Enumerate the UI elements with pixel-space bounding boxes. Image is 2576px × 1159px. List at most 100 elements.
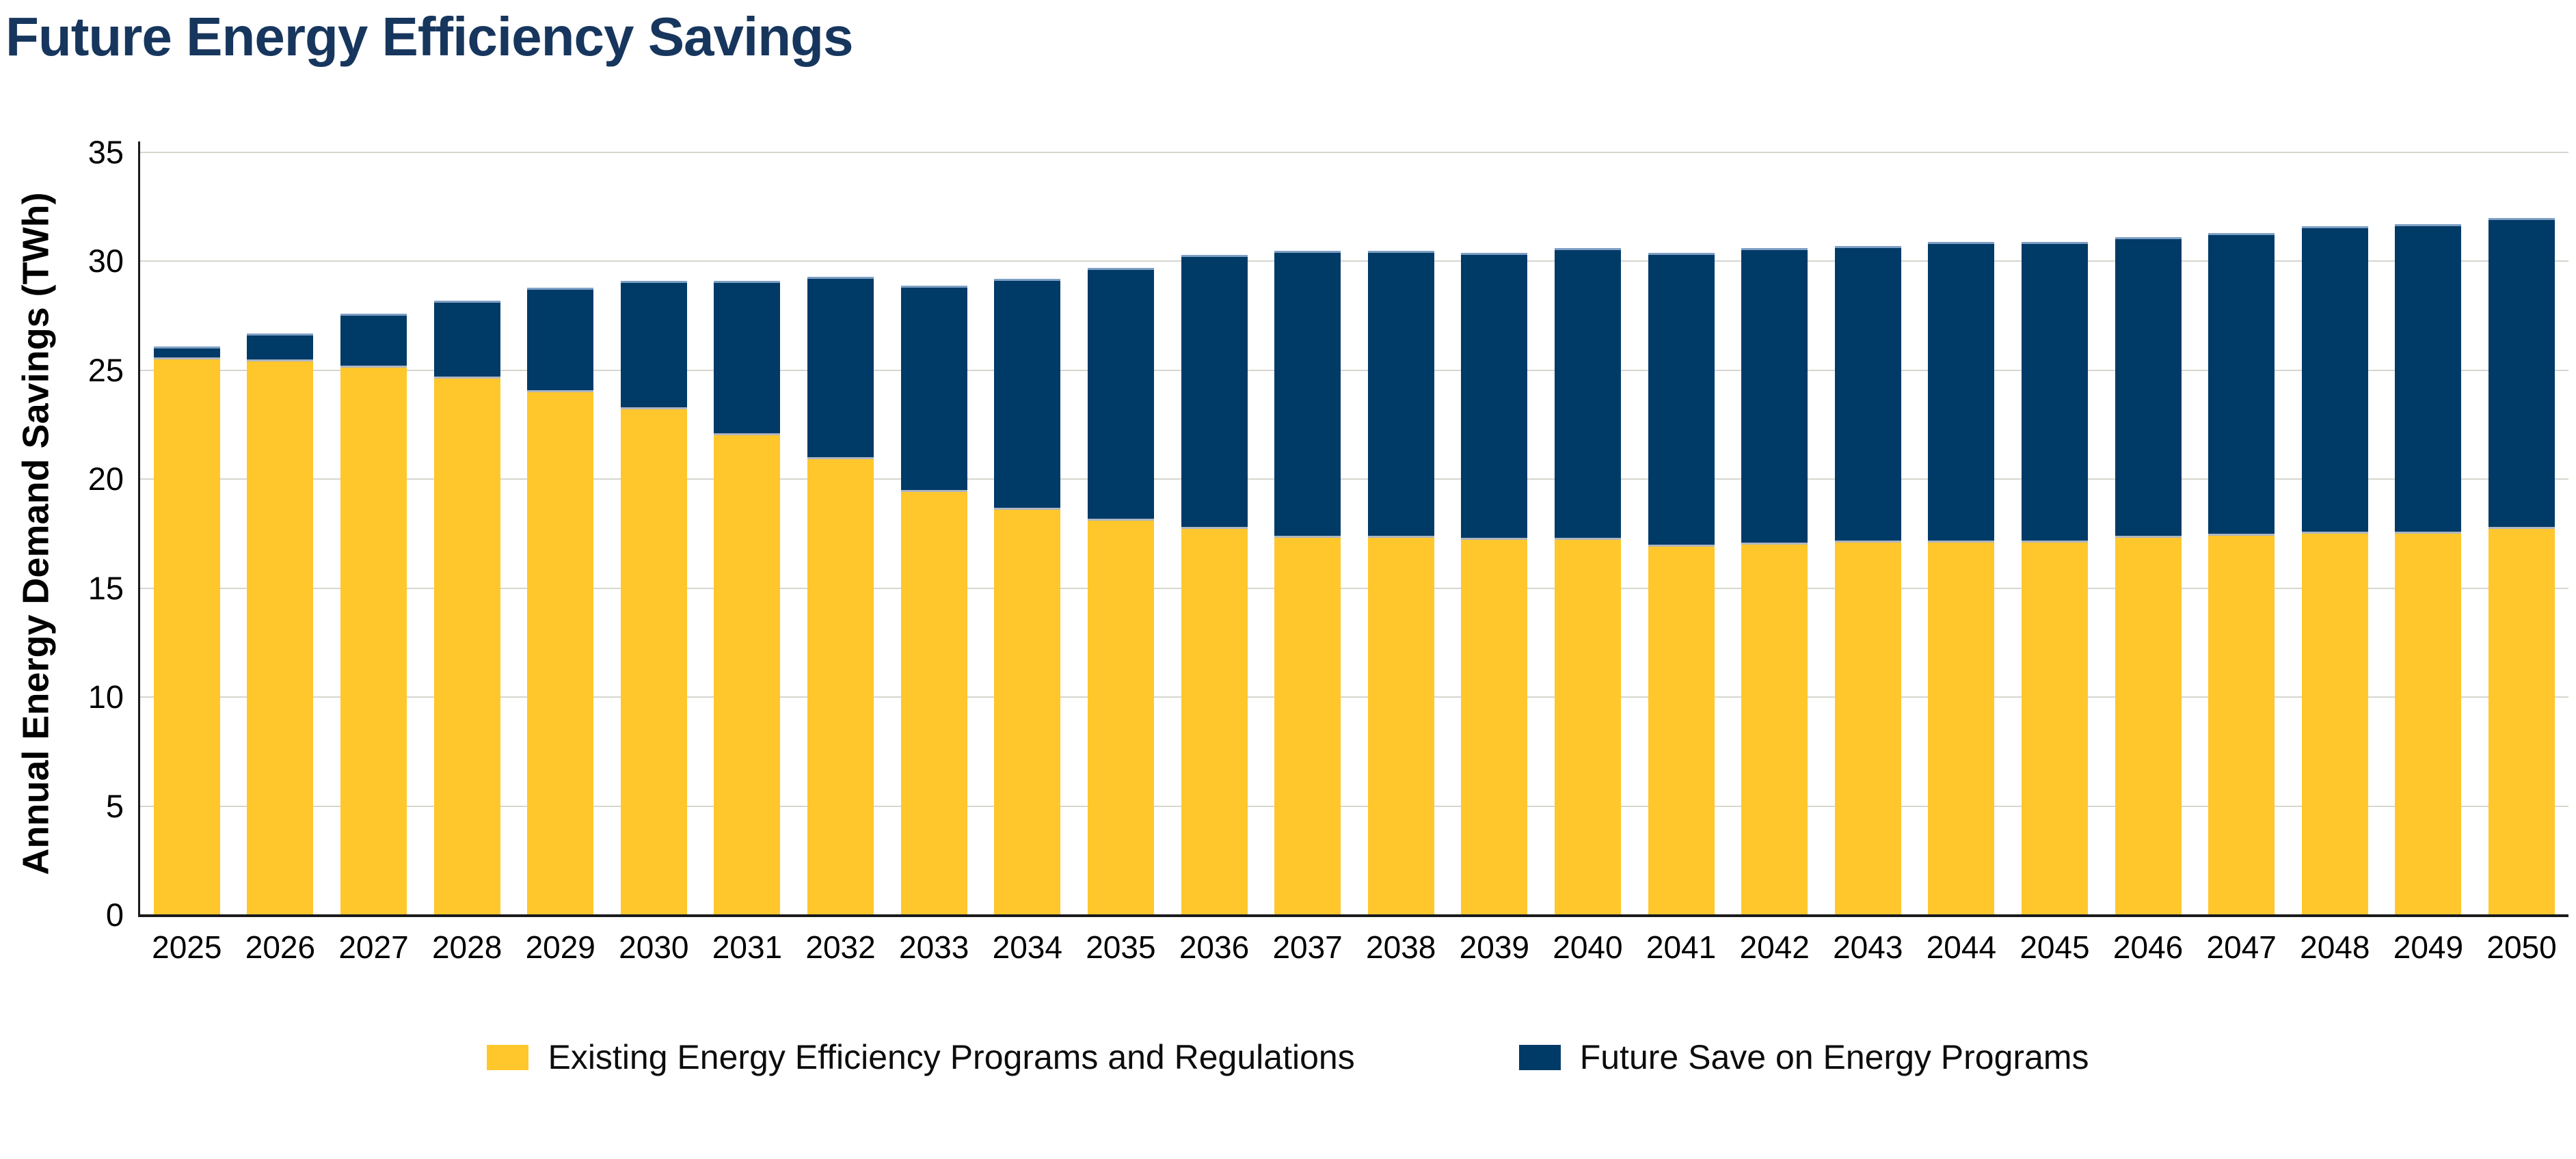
bar-2025 <box>153 346 220 915</box>
bar-group-2030 <box>607 152 701 915</box>
bar-group-2029 <box>513 152 607 915</box>
bar-group-2041 <box>1635 152 1728 915</box>
bar-2039 <box>1461 252 1528 915</box>
bar-segment-existing-2035 <box>1087 518 1154 915</box>
x-tick-label-2034: 2034 <box>992 929 1062 965</box>
bar-2030 <box>620 281 687 915</box>
x-tick-label-2049: 2049 <box>2393 929 2464 965</box>
bar-segment-future-2035 <box>1087 268 1154 519</box>
x-tick-layer: 2025 2026 2027 2028 2029 2030 2031 2032 2033 2034… <box>140 929 2568 966</box>
bar-segment-future-2027 <box>340 313 407 366</box>
gridline-10 <box>140 696 2568 698</box>
x-tick-label-2047: 2047 <box>2206 929 2277 965</box>
bar-2050 <box>2488 217 2555 915</box>
bar-group-2039 <box>1448 152 1542 915</box>
bar-segment-existing-2027 <box>340 366 407 915</box>
bar-group-2033 <box>887 152 981 915</box>
bar-segment-future-2039 <box>1461 252 1528 538</box>
plot-area: 0 5 10 15 20 25 30 35 2025 2026 2027 2028 2029 2030 2… <box>88 136 2568 965</box>
bar-2028 <box>433 300 500 915</box>
bar-segment-existing-2046 <box>2115 536 2182 915</box>
bar-group-2045 <box>2008 152 2102 915</box>
bar-segment-future-2047 <box>2208 232 2275 534</box>
bar-segment-existing-2044 <box>1928 540 1995 915</box>
bar-2027 <box>340 313 407 915</box>
bar-group-2035 <box>1074 152 1168 915</box>
x-tick-label-2041: 2041 <box>1646 929 1717 965</box>
bar-segment-existing-2043 <box>1834 540 1901 915</box>
bar-segment-existing-2042 <box>1741 542 1808 915</box>
bar-2043 <box>1834 246 1901 915</box>
x-tick-label-2029: 2029 <box>525 929 595 965</box>
bar-segment-existing-2033 <box>900 490 967 915</box>
y-tick-label-30: 30 <box>88 243 124 279</box>
x-tick-label-2040: 2040 <box>1553 929 1623 965</box>
bar-2033 <box>900 285 967 915</box>
bar-segment-future-2046 <box>2115 237 2182 536</box>
x-tick-label-2039: 2039 <box>1459 929 1529 965</box>
bar-2036 <box>1181 254 1248 915</box>
bar-group-2031 <box>701 152 794 915</box>
x-tick-label-2044: 2044 <box>1926 929 1997 965</box>
bar-segment-existing-2045 <box>2022 540 2088 915</box>
bar-group-2048 <box>2288 152 2382 915</box>
bar-2042 <box>1741 248 1808 915</box>
bar-group-2038 <box>1354 152 1448 915</box>
y-axis-line <box>138 141 140 915</box>
bar-2045 <box>2022 241 2088 915</box>
gridline-30 <box>140 260 2568 262</box>
bar-2032 <box>807 276 874 915</box>
bar-segment-existing-2048 <box>2301 531 2368 915</box>
bar-group-2044 <box>1915 152 2009 915</box>
bar-segment-existing-2026 <box>247 359 314 915</box>
bar-group-2040 <box>1541 152 1635 915</box>
bar-2041 <box>1648 252 1715 915</box>
bar-segment-future-2044 <box>1928 241 1995 541</box>
bar-group-2047 <box>2195 152 2288 915</box>
chart-title: Future Energy Efficiency Savings <box>5 6 853 67</box>
bar-segment-future-2043 <box>1834 246 1901 541</box>
bar-segment-existing-2032 <box>807 457 874 915</box>
y-axis-title-text: Annual Energy Demand Savings (TWh) <box>16 192 57 875</box>
x-tick-label-2031: 2031 <box>712 929 783 965</box>
y-tick-label-0: 0 <box>105 897 124 933</box>
legend-item-existing: Existing Energy Efficiency Programs and … <box>487 1037 1355 1077</box>
bar-group-2027 <box>327 152 420 915</box>
x-tick-label-2038: 2038 <box>1366 929 1436 965</box>
bar-segment-future-2049 <box>2395 224 2462 532</box>
bar-2026 <box>247 333 314 915</box>
x-tick-label-2035: 2035 <box>1086 929 1156 965</box>
bar-segment-future-2041 <box>1648 252 1715 545</box>
gridline-20 <box>140 478 2568 480</box>
x-axis-line <box>138 914 2568 917</box>
bar-segment-existing-2039 <box>1461 538 1528 915</box>
bar-segment-future-2036 <box>1181 254 1248 528</box>
bar-segment-existing-2036 <box>1181 527 1248 915</box>
bar-segment-future-2050 <box>2488 217 2555 528</box>
bar-group-2046 <box>2102 152 2195 915</box>
x-tick-label-2026: 2026 <box>245 929 316 965</box>
legend-label-existing: Existing Energy Efficiency Programs and … <box>548 1038 1355 1076</box>
bar-2035 <box>1087 268 1154 915</box>
bar-segment-existing-2050 <box>2488 527 2555 915</box>
x-tick-label-2043: 2043 <box>1833 929 1903 965</box>
bar-segment-future-2048 <box>2301 226 2368 532</box>
bar-group-2025 <box>140 152 234 915</box>
bar-segment-existing-2038 <box>1367 536 1434 915</box>
y-tick-label-35: 35 <box>88 134 124 170</box>
bar-2046 <box>2115 237 2182 915</box>
bar-segment-existing-2041 <box>1648 544 1715 915</box>
bar-group-2034 <box>980 152 1074 915</box>
y-tick-label-25: 25 <box>88 351 124 388</box>
bar-group-2049 <box>2382 152 2476 915</box>
bar-segment-existing-2028 <box>433 377 500 915</box>
y-tick-label-15: 15 <box>88 569 124 606</box>
bar-2048 <box>2301 226 2368 915</box>
bar-2037 <box>1274 250 1341 915</box>
gridline-35 <box>140 152 2568 153</box>
x-tick-label-2050: 2050 <box>2486 929 2557 965</box>
bar-segment-existing-2030 <box>620 407 687 915</box>
legend-label-future: Future Save on Energy Programs <box>1579 1038 2089 1076</box>
bar-segment-future-2037 <box>1274 250 1341 536</box>
bar-segment-future-2042 <box>1741 248 1808 543</box>
